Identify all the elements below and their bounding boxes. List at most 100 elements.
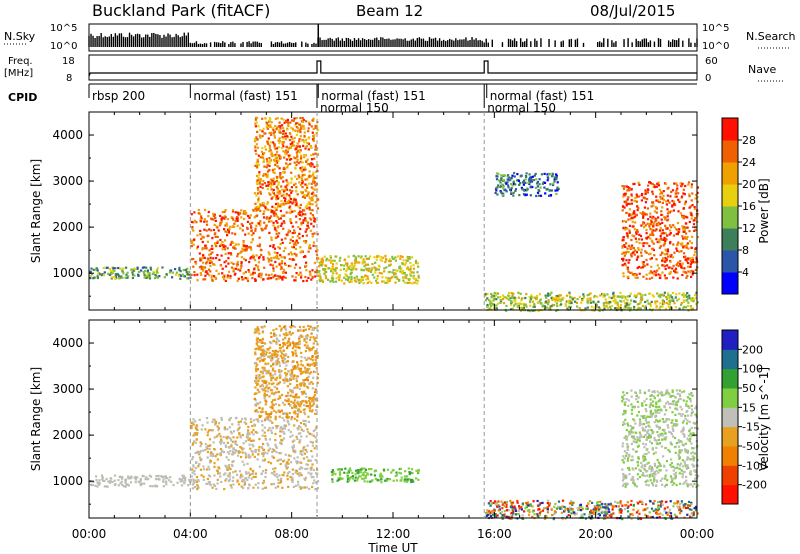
echo-cell [242,249,245,252]
echo-cell [292,450,295,453]
echo-cell [166,477,169,480]
echo-cell [650,205,653,208]
echo-cell [266,173,269,176]
echo-cell [288,337,291,340]
echo-cell [249,439,252,442]
echo-cell [256,402,259,405]
echo-cell [280,147,284,150]
echo-cell [291,258,294,261]
echo-cell [524,194,527,197]
echo-cell [639,211,642,215]
echo-cell [682,295,685,298]
echo-cell [263,182,266,185]
echo-cell [214,423,217,426]
echo-cell [202,236,205,239]
echo-cell [233,451,236,455]
echo-cell [589,301,592,304]
echo-cell [295,186,298,189]
echo-cell [192,442,195,445]
echo-cell [306,368,309,371]
echo-cell [253,138,257,141]
echo-cell [204,244,207,247]
echo-cell [212,212,215,216]
echo-cell [513,171,516,175]
echo-cell [271,374,274,377]
echo-cell [277,159,280,162]
echo-cell [260,353,263,356]
echo-cell [265,184,268,187]
echo-cell [247,429,250,432]
echo-cell [686,297,690,300]
echo-cell [662,301,665,304]
echo-cell [277,225,280,228]
echo-cell [283,471,286,474]
echo-cell [296,193,299,196]
echo-cell [649,228,652,231]
echo-cell [287,485,290,488]
echo-cell [269,244,272,248]
echo-cell [574,300,577,303]
echo-cell [300,335,303,338]
echo-cell [224,428,227,431]
echo-cell [489,302,492,305]
echo-cell [510,301,513,304]
echo-cell [193,473,196,476]
echo-cell [207,429,211,432]
echo-cell [262,359,265,362]
echo-cell [366,277,370,280]
echo-cell [310,186,313,189]
echo-cell [210,217,213,220]
echo-cell [302,118,305,122]
echo-cell [285,135,289,138]
colorbar-swatch [722,206,738,229]
echo-cell [276,354,279,357]
echo-cell [655,306,658,309]
echo-cell [149,266,152,269]
echo-cell [253,216,256,219]
echo-cell [663,291,666,294]
echo-cell [352,254,355,258]
echo-cell [256,146,260,149]
echo-cell [273,332,276,335]
echo-cell [261,156,264,159]
echo-cell [290,135,293,138]
echo-cell [630,199,633,202]
echo-cell [529,301,532,304]
echo-cell [633,300,636,303]
echo-cell [232,430,235,433]
echo-cell [666,212,670,215]
echo-cell [196,273,199,276]
echo-cell [261,117,264,120]
echo-cell [247,425,250,429]
echo-cell [188,478,191,481]
echo-cell [685,232,688,235]
echo-cell [305,463,308,466]
echo-cell [255,214,258,218]
echo-cell [380,272,383,275]
echo-cell [308,367,311,371]
echo-cell [286,333,289,337]
echo-cell [254,122,257,125]
power-colorbar-label: Power [dB] [757,178,771,243]
echo-cell [612,291,615,294]
echo-cell [512,292,515,295]
echo-cell [129,481,133,484]
echo-cell [546,179,549,182]
echo-cell [141,266,144,269]
echo-cell [362,269,366,272]
echo-cell [226,224,229,227]
echo-cell [240,261,243,264]
echo-cell [312,468,315,472]
echo-cell [586,301,589,304]
echo-cell [688,220,691,224]
echo-cell [272,269,275,272]
echo-cell [311,387,314,390]
echo-cell [287,148,290,151]
echo-cell [279,462,282,466]
echo-cell [216,241,219,244]
echo-cell [578,307,581,310]
echo-cell [202,261,205,264]
echo-cell [190,475,193,478]
echo-cell [665,301,668,304]
